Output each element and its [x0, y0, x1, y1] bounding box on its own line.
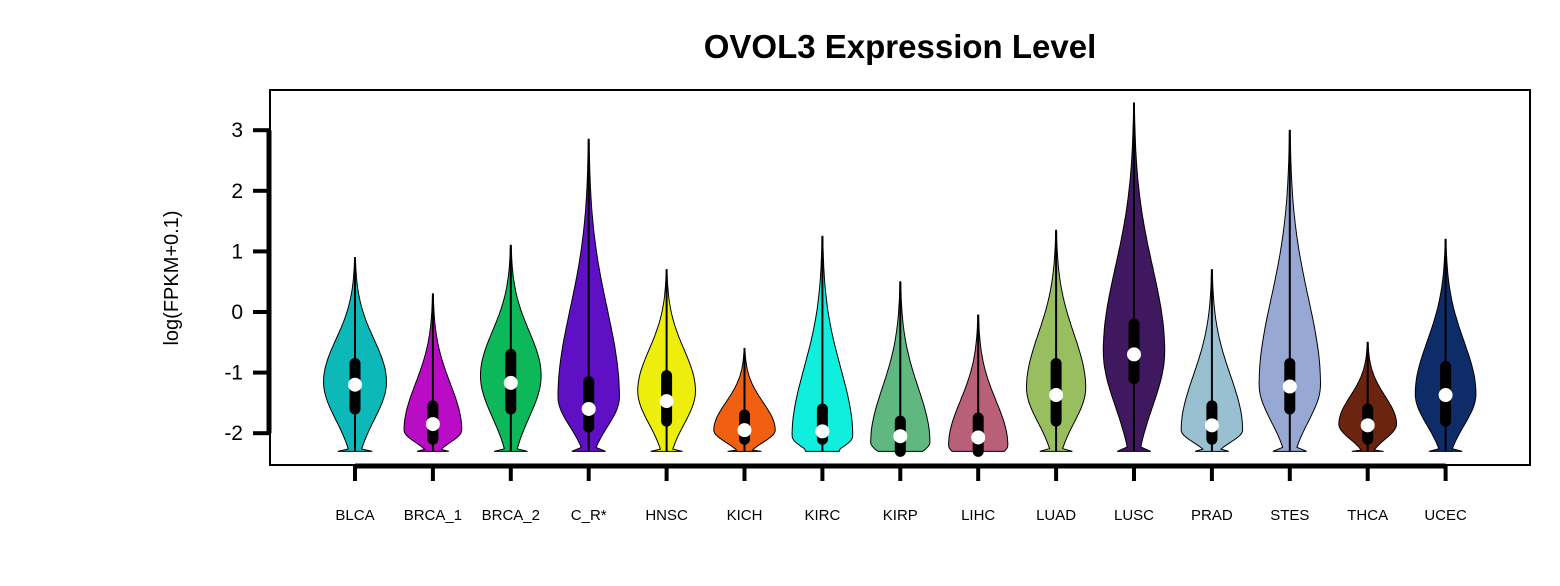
x-tick-label: LUAD [1036, 507, 1076, 524]
x-tick-label: C_R* [571, 507, 607, 524]
y-tick-label: 3 [231, 119, 243, 142]
violin-median-point [425, 417, 440, 432]
y-axis: 3 2 1 0 -1 -2 [224, 119, 272, 445]
x-tick-label: UCEC [1424, 507, 1467, 524]
x-tick-label: HNSC [645, 507, 688, 524]
violin-median-point [893, 429, 908, 444]
violin-median-point [1049, 388, 1064, 403]
x-axis: BLCA BRCA_1 BRCA_2 C_R* HNSC KICH KIRC KIRP LIHC… [335, 463, 1467, 524]
violin-median-point [815, 424, 830, 439]
violin-median-point [1360, 418, 1375, 433]
y-axis-label: log(FPKM+0.1) [161, 210, 183, 345]
y-tick-label: -2 [224, 422, 243, 445]
violin-median-point [1127, 347, 1141, 362]
violin-kich [713, 347, 776, 452]
violin-median-point [1282, 379, 1297, 394]
x-tick-label: BRCA_1 [404, 507, 462, 524]
violin-ucec [1414, 238, 1477, 452]
x-tick-label: STES [1270, 507, 1309, 524]
violin-blca [323, 257, 387, 452]
violin-kirc [791, 235, 854, 452]
violin-lihc [948, 314, 1009, 457]
x-tick-label: LUSC [1114, 507, 1154, 524]
violin-hnsc [637, 269, 697, 452]
violin-luad [1026, 229, 1087, 452]
x-tick-label: PRAD [1191, 507, 1233, 524]
violin-median-point [581, 401, 596, 416]
chart-title: OVOL3 Expression Level [704, 28, 1097, 65]
violin-lusc [1102, 102, 1166, 452]
x-tick-label: KICH [727, 507, 763, 524]
violin-stes [1258, 129, 1322, 452]
x-tick-label: LIHC [961, 507, 995, 524]
x-tick-label: BLCA [335, 507, 374, 524]
y-tick-label: 1 [231, 240, 243, 263]
x-tick-label: BRCA_2 [482, 507, 540, 524]
y-tick-label: 0 [231, 301, 243, 324]
y-tick-label: 2 [231, 180, 243, 203]
violin-brca-1 [403, 293, 463, 452]
violin-median-point [971, 430, 986, 445]
x-tick-label: KIRC [804, 507, 840, 524]
x-tick-label: THCA [1347, 507, 1388, 524]
violin-median-point [737, 423, 752, 438]
violin-thca [1338, 341, 1398, 452]
violin-prad [1180, 269, 1244, 452]
violin-kirp [870, 281, 931, 457]
violin-median-point [1438, 388, 1453, 403]
violin-median-point [503, 375, 518, 390]
violin-median-point [348, 377, 362, 392]
violins-group [323, 102, 1477, 457]
violin-brca-2 [480, 244, 542, 452]
y-tick-label: -1 [224, 362, 243, 385]
violin-c-r- [557, 138, 620, 452]
x-tick-label: KIRP [883, 507, 918, 524]
violin-median-point [1204, 418, 1219, 433]
violin-median-point [659, 394, 674, 409]
